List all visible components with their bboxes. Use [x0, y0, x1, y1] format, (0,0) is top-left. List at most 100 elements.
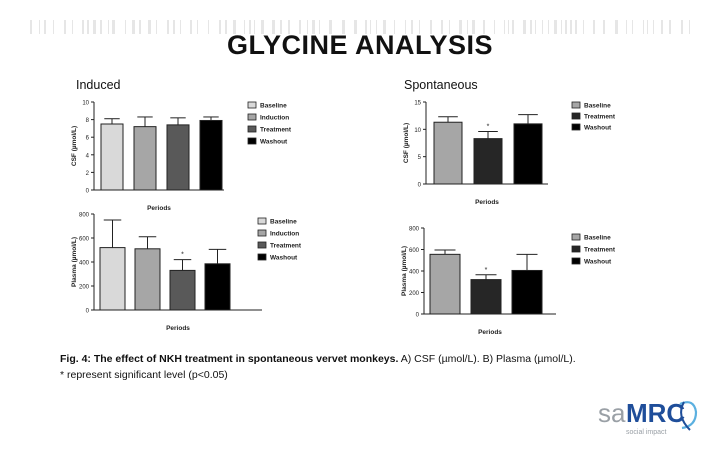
deco-stripe [112, 20, 115, 34]
deco-stripe [376, 20, 377, 34]
deco-stripe [483, 20, 485, 34]
deco-stripe [554, 20, 557, 34]
x-axis-label: Periods [478, 329, 502, 336]
deco-stripe [575, 20, 577, 34]
deco-stripe [64, 20, 66, 34]
deco-stripe [225, 20, 227, 34]
y-tick-label: 200 [409, 291, 420, 297]
deco-stripe [329, 20, 332, 34]
deco-stripe [190, 20, 192, 34]
deco-stripe [661, 20, 663, 34]
deco-stripe [530, 20, 532, 34]
y-tick-label: 800 [409, 227, 420, 233]
legend-swatch [247, 125, 257, 133]
deco-stripe [53, 20, 54, 34]
y-tick-label: 0 [416, 313, 420, 319]
bar-induction [133, 126, 157, 191]
deco-stripe [419, 20, 420, 34]
legend-swatch [571, 112, 581, 120]
legend-label: Treatment [260, 127, 292, 134]
deco-stripe [548, 20, 549, 34]
logo-helix-icon [679, 401, 698, 430]
deco-stripe [405, 20, 406, 34]
x-axis-label: Periods [147, 205, 171, 212]
deco-stripe [261, 20, 264, 34]
deco-stripe [44, 20, 46, 34]
x-axis-label: Periods [475, 199, 499, 206]
deco-stripe [504, 20, 505, 34]
deco-stripe [100, 20, 102, 34]
caption-significance-note: * represent significant level (p<0.05) [60, 368, 228, 381]
induced-section-label: Induced [76, 78, 121, 92]
spontaneous-csf-chart: 0 5 10 15 CSF (µmol/L) Periods * Baseline Treatm… [403, 101, 616, 207]
caption-bold: Fig. 4: The effect of NKH treatment in s… [60, 353, 399, 365]
significance-marker: * [181, 252, 184, 259]
y-tick-label: 6 [86, 136, 90, 142]
logo-sa-text: sa [598, 398, 626, 428]
deco-stripe [307, 20, 308, 34]
deco-stripe [249, 20, 251, 34]
legend-label: Treatment [270, 243, 302, 250]
deco-stripe [681, 20, 683, 34]
deco-stripe [467, 20, 468, 34]
y-tick-label: 4 [86, 153, 90, 159]
legend-label: Washout [270, 255, 298, 262]
y-tick-label: 8 [86, 118, 90, 124]
deco-stripe [632, 20, 633, 34]
deco-stripe [394, 20, 395, 34]
significance-marker: * [485, 267, 488, 274]
deco-stripe [603, 20, 605, 34]
legend-label: Washout [584, 259, 612, 266]
significance-marker: * [487, 124, 490, 131]
slide-title: GLYCINE ANALYSIS [226, 30, 494, 60]
y-axis-label: CSF (µmol/L) [403, 123, 410, 163]
bar-washout [511, 269, 543, 315]
deco-stripe [125, 20, 126, 34]
legend-swatch [571, 123, 581, 131]
legend-label: Baseline [270, 219, 297, 226]
legend-label: Induction [270, 231, 299, 238]
y-tick-label: 800 [79, 213, 90, 219]
deco-stripe [626, 20, 627, 34]
deco-stripe [93, 20, 96, 34]
deco-stripe [342, 20, 345, 34]
deco-stripe [39, 20, 40, 34]
deco-stripe [288, 20, 290, 34]
deco-stripe [180, 20, 181, 34]
y-tick-label: 0 [86, 309, 90, 315]
legend-label: Baseline [584, 235, 611, 242]
deco-stripe [299, 20, 301, 34]
deco-stripe [139, 20, 141, 34]
deco-stripe [87, 20, 89, 34]
bar-baseline [429, 253, 461, 315]
legend-swatch [257, 217, 267, 225]
legend-swatch [247, 101, 257, 109]
bar-baseline [100, 123, 124, 191]
deco-stripe [535, 20, 536, 34]
bar-treatment [473, 138, 503, 185]
bar-treatment [169, 269, 196, 311]
y-tick-label: 5 [418, 155, 422, 161]
deco-stripe [319, 20, 320, 34]
deco-stripe [173, 20, 175, 34]
y-tick-label: 15 [414, 101, 421, 107]
bar-washout [199, 119, 223, 191]
deco-stripe [494, 20, 495, 34]
legend-swatch [247, 137, 257, 145]
y-axis-label: CSF (µmol/L) [71, 126, 78, 166]
deco-stripe [72, 20, 73, 34]
bar-washout [204, 263, 231, 311]
deco-stripe [472, 20, 475, 34]
x-axis-label: Periods [166, 325, 190, 332]
deco-stripe [643, 20, 644, 34]
bar-washout [513, 123, 543, 185]
legend-swatch [571, 257, 581, 265]
legend-label: Baseline [584, 103, 611, 110]
legend-label: Treatment [584, 247, 616, 254]
deco-stripe [430, 20, 432, 34]
y-tick-label: 0 [86, 189, 90, 195]
samrc-logo: sa MRC social impact [598, 398, 698, 436]
bar-induction [134, 248, 161, 311]
deco-stripe [570, 20, 572, 34]
deco-stripe [167, 20, 169, 34]
